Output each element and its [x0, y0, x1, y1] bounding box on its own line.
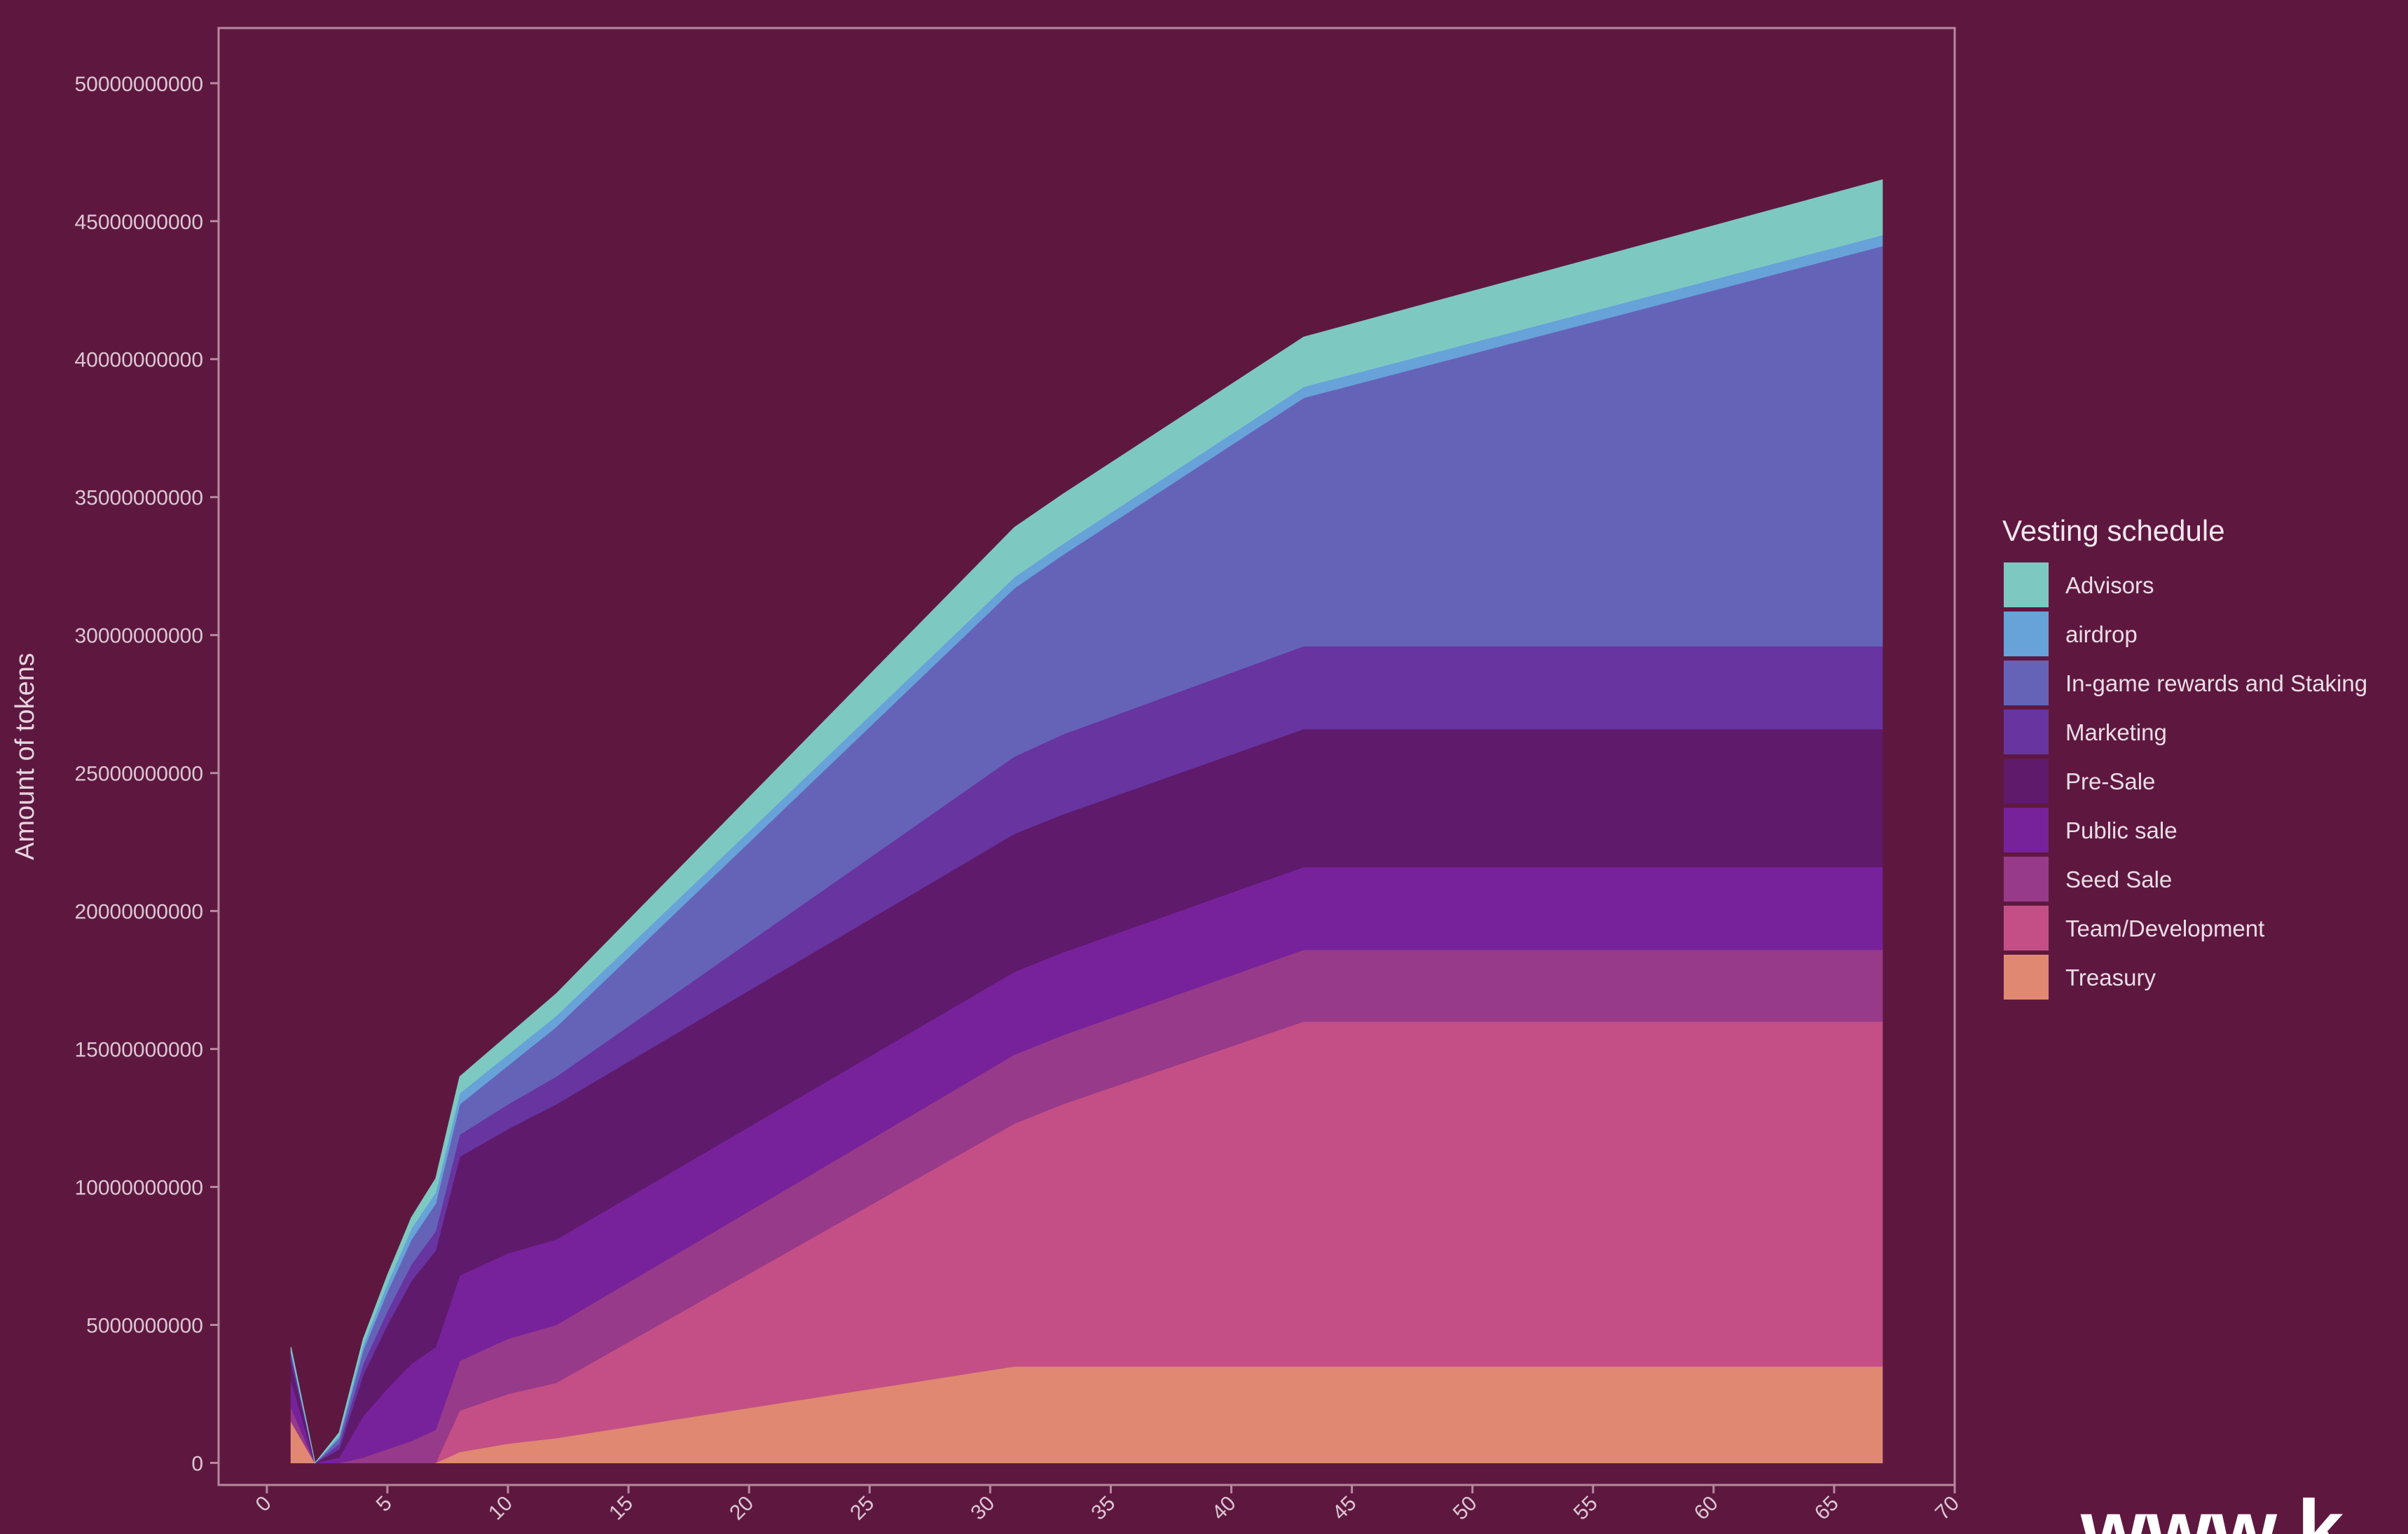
legend-label: Pre-Sale	[2065, 768, 2155, 794]
legend-swatch	[2004, 611, 2049, 656]
legend-label: Treasury	[2065, 965, 2156, 990]
y-tick-label: 10000000000	[74, 1177, 203, 1200]
y-tick-label: 40000000000	[74, 349, 203, 372]
plot-panel-border	[217, 27, 1956, 1486]
watermark-text: www.k	[2080, 1483, 2344, 1534]
y-tick-label: 30000000000	[74, 625, 203, 648]
legend-swatch	[2004, 857, 2049, 901]
legend-swatch	[2004, 562, 2049, 607]
y-tick-label: 5000000000	[86, 1315, 203, 1338]
area-advisors	[290, 179, 1883, 1464]
legend: Advisors airdrop In-game rewards and Staki…	[2004, 562, 2367, 1000]
legend-label: airdrop	[2065, 621, 2138, 647]
legend-swatch	[2004, 661, 2049, 705]
y-tick-label: 45000000000	[74, 211, 203, 234]
legend-swatch	[2004, 906, 2049, 951]
legend-label: Seed Sale	[2065, 866, 2172, 892]
legend-label: Advisors	[2065, 572, 2154, 598]
y-tick-label: 15000000000	[74, 1039, 203, 1062]
area-layers	[290, 179, 1883, 1464]
legend-swatch	[2004, 759, 2049, 803]
y-axis-title: Amount of tokens	[11, 653, 40, 860]
legend-swatch	[2004, 808, 2049, 852]
legend-label: Public sale	[2065, 817, 2177, 843]
y-tick-label: 35000000000	[74, 487, 203, 510]
y-tick-label: 0	[191, 1452, 203, 1475]
legend-swatch	[2004, 710, 2049, 754]
y-tick-label: 25000000000	[74, 763, 203, 786]
legend-label: Team/Development	[2065, 915, 2264, 941]
legend-title: Vesting schedule	[2002, 514, 2225, 547]
y-tick-label: 20000000000	[74, 901, 203, 924]
y-tick-label: 50000000000	[74, 73, 203, 96]
legend-label: In-game rewards and Staking	[2065, 670, 2367, 696]
legend-label: Marketing	[2065, 719, 2167, 745]
y-axis: 0 5000000000 10000000000 15000000000 2000000…	[74, 73, 219, 1475]
legend-swatch	[2004, 955, 2049, 1000]
